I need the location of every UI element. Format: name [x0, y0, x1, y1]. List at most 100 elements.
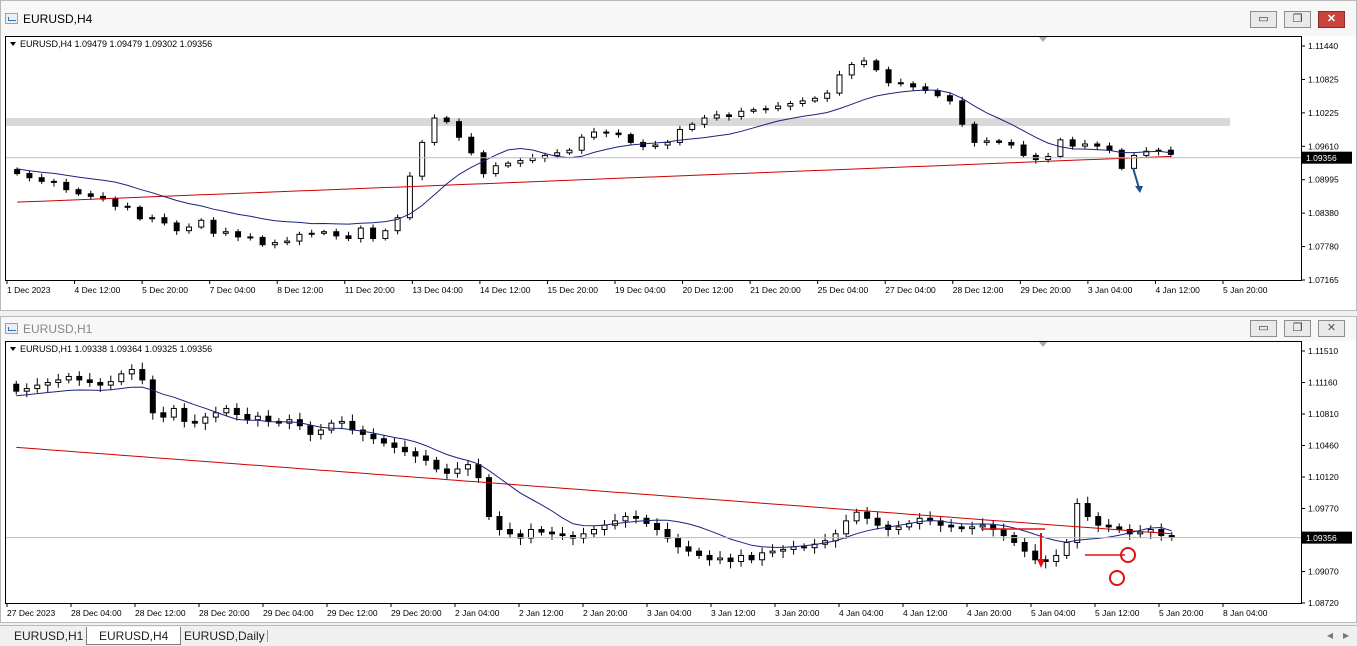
candle-body — [161, 217, 168, 224]
x-tick-label: 29 Dec 20:00 — [1020, 285, 1071, 295]
candle-body — [475, 464, 482, 479]
maximize-button[interactable]: ❐ — [1284, 320, 1311, 337]
x-tick-label: 28 Dec 12:00 — [953, 285, 1004, 295]
chart-area-h4[interactable]: EURUSD,H4 1.09479 1.09479 1.09302 1.0935… — [5, 36, 1354, 298]
candle-body — [380, 438, 387, 444]
candle-body — [959, 100, 966, 125]
maximize-button[interactable]: ❐ — [1284, 11, 1311, 28]
candle-body — [259, 236, 266, 246]
candle-body — [910, 83, 917, 88]
candle-body — [296, 233, 303, 242]
candle-body — [14, 168, 21, 175]
candle-body — [1020, 144, 1027, 156]
circle-annotation — [1120, 547, 1136, 563]
tab-scroll-right-icon[interactable]: ▸ — [1343, 628, 1350, 642]
candle-body — [480, 152, 487, 175]
y-tick-label: 1.10810 — [1308, 409, 1339, 419]
candle-body — [1116, 526, 1123, 531]
x-tick-label: 28 Dec 20:00 — [199, 608, 250, 618]
candle-body — [1057, 139, 1064, 157]
y-tick-label: 1.09610 — [1308, 141, 1339, 151]
candle-body — [633, 516, 640, 519]
candle-body — [136, 206, 143, 220]
x-tick-label: 11 Dec 20:00 — [345, 285, 395, 295]
x-tick-label: 5 Jan 12:00 — [1095, 608, 1140, 618]
candle-body — [676, 128, 683, 143]
close-button[interactable]: ✕ — [1318, 320, 1345, 337]
tab-scroll-left-icon[interactable]: ◂ — [1327, 628, 1334, 642]
candle-body — [317, 429, 324, 435]
candle-body — [44, 382, 51, 386]
candle-body — [1063, 541, 1070, 556]
candle-body — [1069, 139, 1076, 147]
candle-body — [748, 554, 755, 561]
candle-body — [664, 141, 671, 146]
candle-body — [769, 550, 776, 554]
candle-body — [222, 231, 229, 234]
chart-area-h1[interactable]: EURUSD,H1 1.09338 1.09364 1.09325 1.0935… — [5, 341, 1354, 621]
candle-body — [843, 520, 850, 535]
candle-body — [328, 422, 335, 431]
candle-body — [1094, 143, 1101, 147]
candle-body — [591, 131, 597, 138]
candle-body — [160, 412, 167, 418]
candle-body — [181, 407, 188, 422]
candle-body — [799, 100, 806, 104]
candle-body — [370, 433, 377, 440]
candle-body — [948, 524, 955, 528]
candle-body — [191, 420, 198, 424]
x-tick-label: 8 Dec 12:00 — [277, 285, 323, 295]
arrow-head-icon — [1037, 559, 1045, 568]
tab-eurusd-daily[interactable]: EURUSD,Daily — [184, 629, 265, 643]
x-tick-label: 5 Jan 04:00 — [1031, 608, 1076, 618]
candle-body — [873, 60, 880, 71]
candle-body — [443, 468, 450, 474]
x-tick-label: 20 Dec 12:00 — [683, 285, 734, 295]
candle-body — [87, 193, 94, 197]
x-tick-label: 29 Dec 12:00 — [327, 608, 378, 618]
window-title: EURUSD,H1 — [23, 322, 93, 336]
candle-body — [603, 131, 610, 134]
window-titlebar[interactable]: EURUSD,H1 ▭ ❐ ✕ — [1, 317, 1356, 341]
candle-body — [112, 198, 119, 207]
y-tick-label: 1.10225 — [1308, 108, 1339, 118]
candle-body — [578, 136, 585, 151]
candle-body — [622, 516, 629, 522]
candle-body — [689, 123, 696, 130]
candle-body — [1105, 524, 1112, 528]
candle-body — [307, 425, 314, 435]
candle-body — [1021, 541, 1028, 552]
candle-body — [38, 177, 45, 182]
window-eurusd-h4[interactable]: EURUSD,H4 ▭ ❐ ✕ EURUSD,H4 1.09479 1.0947… — [0, 0, 1357, 311]
window-eurusd-h1[interactable]: EURUSD,H1 ▭ ❐ ✕ EURUSD,H1 1.09338 1.0936… — [0, 316, 1357, 623]
minimize-button[interactable]: ▭ — [1250, 320, 1277, 337]
candle-body — [527, 529, 534, 539]
candle-body — [149, 217, 156, 220]
candle-body — [86, 379, 93, 384]
x-tick-label: 2 Jan 20:00 — [583, 608, 628, 618]
candle-body — [627, 134, 634, 143]
candle-body — [1000, 529, 1007, 537]
x-tick-label: 7 Dec 04:00 — [210, 285, 256, 295]
candle-body — [370, 227, 377, 239]
minimize-button[interactable]: ▭ — [1250, 11, 1277, 28]
x-tick-label: 2 Jan 04:00 — [455, 608, 500, 618]
candle-body — [885, 69, 892, 84]
candle-body — [559, 533, 566, 537]
candle-body — [505, 162, 512, 167]
tab-eurusd-h4[interactable]: EURUSD,H4 — [86, 627, 182, 645]
candle-body — [75, 189, 82, 195]
window-titlebar[interactable]: EURUSD,H4 ▭ ❐ ✕ — [1, 1, 1356, 36]
current-price-label-bg — [1302, 531, 1352, 544]
x-tick-label: 14 Dec 12:00 — [480, 285, 531, 295]
x-tick-label: 2 Jan 12:00 — [519, 608, 564, 618]
candle-body — [922, 86, 929, 92]
candle-body — [97, 382, 104, 386]
candle-body — [170, 407, 177, 418]
chart-window-icon — [5, 13, 18, 24]
candle-body — [1118, 149, 1125, 169]
y-tick-label: 1.08720 — [1308, 598, 1339, 608]
candle-body — [538, 529, 545, 533]
tab-eurusd-h1[interactable]: EURUSD,H1 — [14, 629, 84, 643]
close-button[interactable]: ✕ — [1318, 11, 1345, 28]
